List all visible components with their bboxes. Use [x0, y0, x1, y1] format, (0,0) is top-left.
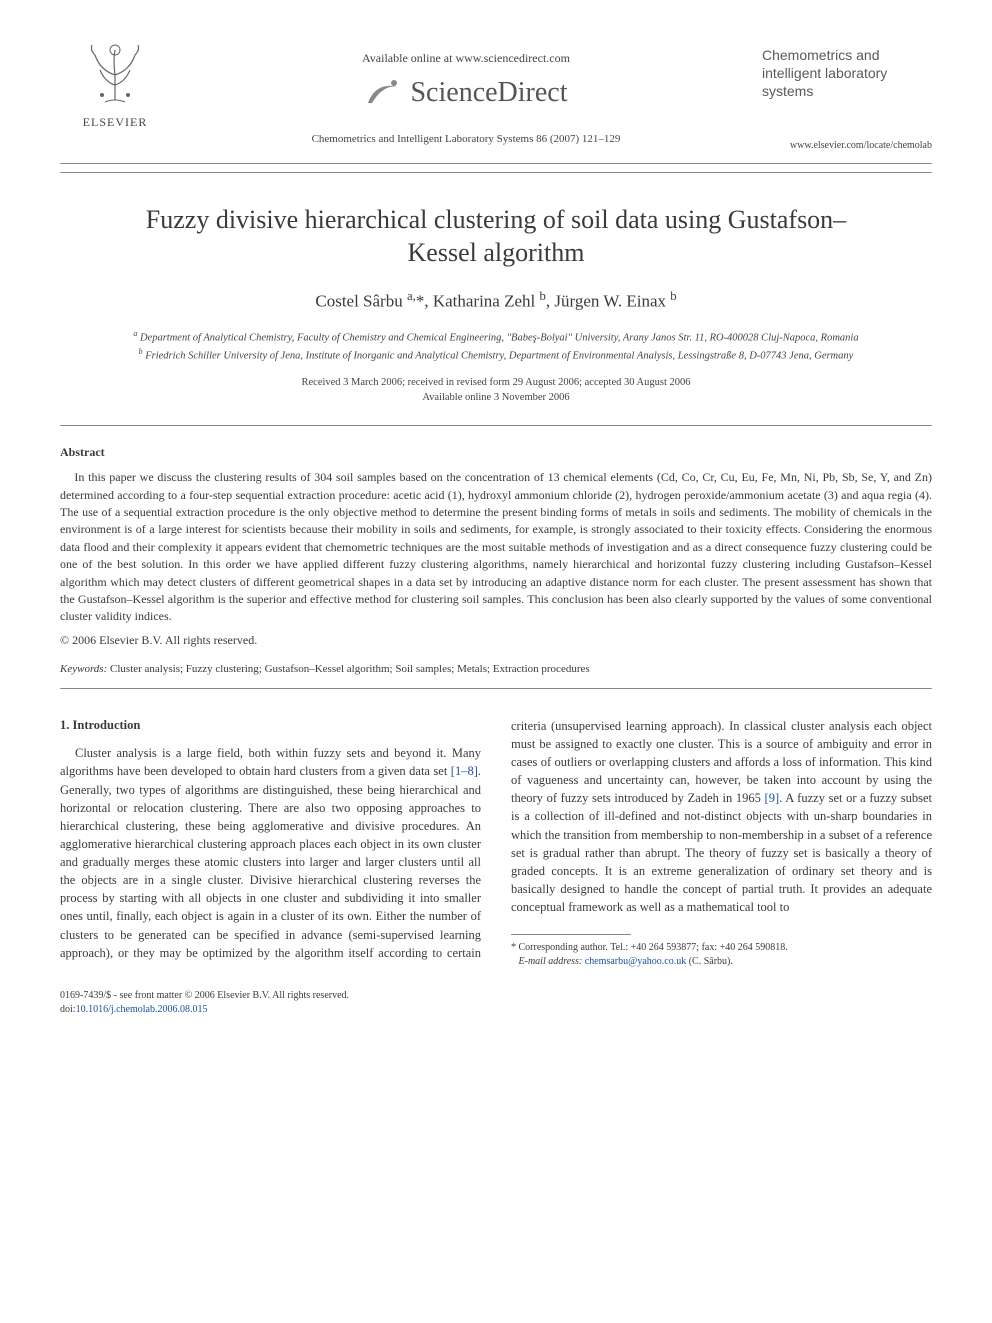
section-1-heading: 1. Introduction — [60, 717, 481, 735]
keywords: Keywords: Cluster analysis; Fuzzy cluste… — [60, 662, 932, 677]
elsevier-label: ELSEVIER — [83, 114, 148, 131]
doi-label: doi: — [60, 1004, 76, 1015]
keywords-text: Cluster analysis; Fuzzy clustering; Gust… — [110, 663, 590, 675]
intro-text-1: Cluster analysis is a large field, both … — [60, 746, 481, 778]
affiliation-b: b Friedrich Schiller University of Jena,… — [100, 346, 892, 364]
abstract-rule-bottom — [60, 688, 932, 689]
doi-link[interactable]: 10.1016/j.chemolab.2006.08.015 — [76, 1004, 208, 1015]
body-columns: 1. Introduction Cluster analysis is a la… — [60, 717, 932, 969]
available-online-text: Available online at www.sciencedirect.co… — [170, 50, 762, 67]
sciencedirect-swoosh-icon — [364, 73, 404, 113]
affiliation-b-text: Friedrich Schiller University of Jena, I… — [145, 350, 853, 361]
affiliation-a-text: Department of Analytical Chemistry, Facu… — [140, 332, 859, 343]
doi-line: doi:10.1016/j.chemolab.2006.08.015 — [60, 1003, 932, 1017]
abstract-heading: Abstract — [60, 444, 932, 461]
article-dates: Received 3 March 2006; received in revis… — [60, 376, 932, 405]
keywords-label: Keywords: — [60, 663, 107, 675]
article-title: Fuzzy divisive hierarchical clustering o… — [120, 203, 872, 271]
header-rule-1 — [60, 163, 932, 164]
footnote-rule — [511, 934, 631, 935]
right-header: Chemometrics and intelligent laboratory … — [762, 40, 932, 153]
locate-url: www.elsevier.com/locate/chemolab — [762, 139, 932, 153]
elsevier-tree-icon — [80, 40, 150, 110]
footer-line-1: 0169-7439/$ - see front matter © 2006 El… — [60, 989, 932, 1003]
affiliation-a: a Department of Analytical Chemistry, Fa… — [100, 328, 892, 346]
received-date: Received 3 March 2006; received in revis… — [60, 376, 932, 391]
abstract-copyright: © 2006 Elsevier B.V. All rights reserved… — [60, 632, 932, 649]
intro-paragraph: Cluster analysis is a large field, both … — [60, 717, 932, 969]
email-link[interactable]: chemsarbu@yahoo.co.uk — [585, 956, 686, 967]
sciencedirect-text: ScienceDirect — [410, 73, 567, 112]
email-who: (C. Sârbu). — [689, 956, 733, 967]
journal-name: Chemometrics and intelligent laboratory … — [762, 46, 932, 101]
authors: Costel Sârbu a,*, Katharina Zehl b, Jürg… — [60, 288, 932, 313]
page-header: ELSEVIER Available online at www.science… — [60, 40, 932, 153]
intro-text-3: . A fuzzy set or a fuzzy subset is a col… — [511, 791, 932, 914]
header-rule-2 — [60, 172, 932, 173]
ref-link-1-8[interactable]: [1–8] — [451, 764, 478, 778]
journal-reference: Chemometrics and Intelligent Laboratory … — [170, 132, 762, 147]
footer: 0169-7439/$ - see front matter © 2006 El… — [60, 989, 932, 1017]
corresponding-footnote: * Corresponding author. Tel.: +40 264 59… — [511, 941, 932, 955]
email-footnote: E-mail address: chemsarbu@yahoo.co.uk (C… — [511, 955, 932, 969]
center-header: Available online at www.sciencedirect.co… — [170, 40, 762, 147]
sciencedirect-logo: ScienceDirect — [364, 73, 567, 113]
email-label: E-mail address: — [519, 956, 583, 967]
ref-link-9[interactable]: [9] — [765, 791, 780, 805]
abstract-rule-top — [60, 425, 932, 426]
elsevier-logo-block: ELSEVIER — [60, 40, 170, 131]
online-date: Available online 3 November 2006 — [60, 391, 932, 406]
abstract-body: In this paper we discuss the clustering … — [60, 469, 932, 626]
